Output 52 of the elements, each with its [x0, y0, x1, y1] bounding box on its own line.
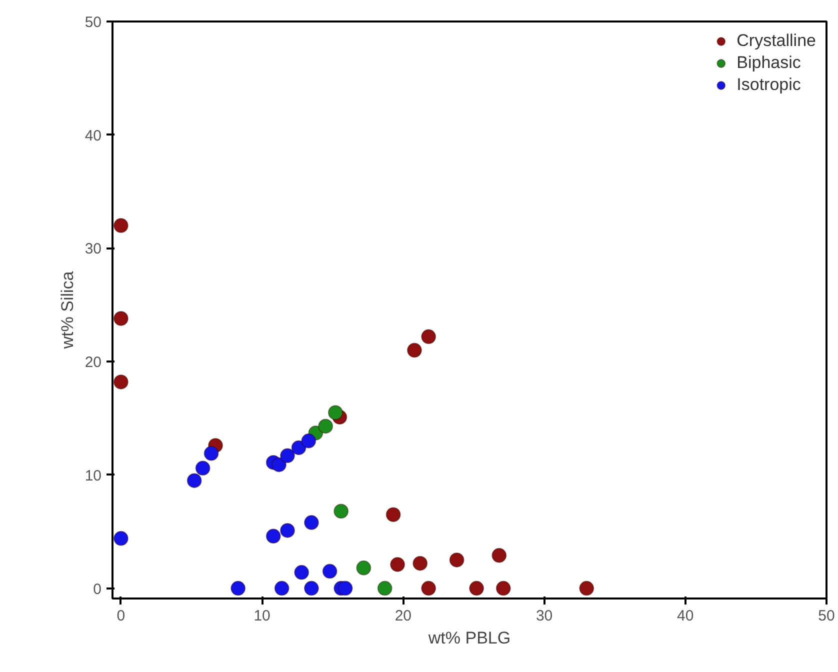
y-tick-label: 20 [84, 354, 102, 372]
y-axis-title: wt% Silica [58, 270, 77, 350]
point [449, 552, 464, 568]
point [204, 446, 219, 461]
y-tick-label: 50 [84, 14, 102, 31]
y-tick-label: 30 [84, 240, 102, 258]
point [338, 580, 353, 596]
point [318, 418, 334, 434]
point [421, 329, 436, 344]
point [492, 548, 507, 563]
point [304, 515, 319, 530]
point [280, 523, 295, 538]
point [377, 580, 392, 596]
x-tick-label: 0 [116, 608, 126, 624]
point [186, 473, 202, 488]
point [322, 564, 338, 579]
x-tick-label: 10 [254, 608, 270, 624]
point [294, 564, 310, 580]
point [421, 580, 436, 596]
point [412, 556, 428, 571]
legend-label: Isotropic [736, 75, 801, 95]
legend-label: Crystalline [736, 31, 816, 51]
point [280, 448, 295, 464]
point [195, 460, 210, 476]
point [469, 580, 484, 596]
x-tick-label: 50 [818, 608, 835, 624]
point [266, 528, 281, 544]
point [328, 405, 343, 420]
y-tick-label: 10 [84, 467, 102, 484]
x-tick-label: 30 [536, 608, 553, 624]
x-tick-label: 40 [677, 608, 694, 624]
point [113, 218, 128, 234]
point [356, 560, 372, 576]
point [406, 342, 422, 358]
point [579, 580, 594, 596]
y-tick-label: 0 [93, 580, 102, 598]
point [496, 580, 511, 596]
legend-label: Biphasic [736, 53, 801, 73]
x-axis-title: wt% PBLG [427, 628, 511, 648]
point [386, 507, 401, 522]
point [113, 311, 128, 326]
y-tick-label: 40 [84, 127, 102, 144]
point [272, 457, 287, 472]
point [390, 557, 406, 572]
point [113, 374, 128, 390]
point [304, 580, 319, 596]
point [113, 530, 128, 546]
point [230, 580, 246, 596]
point [274, 580, 290, 596]
point [301, 433, 316, 448]
point [334, 504, 349, 519]
x-tick-label: 20 [394, 608, 412, 624]
